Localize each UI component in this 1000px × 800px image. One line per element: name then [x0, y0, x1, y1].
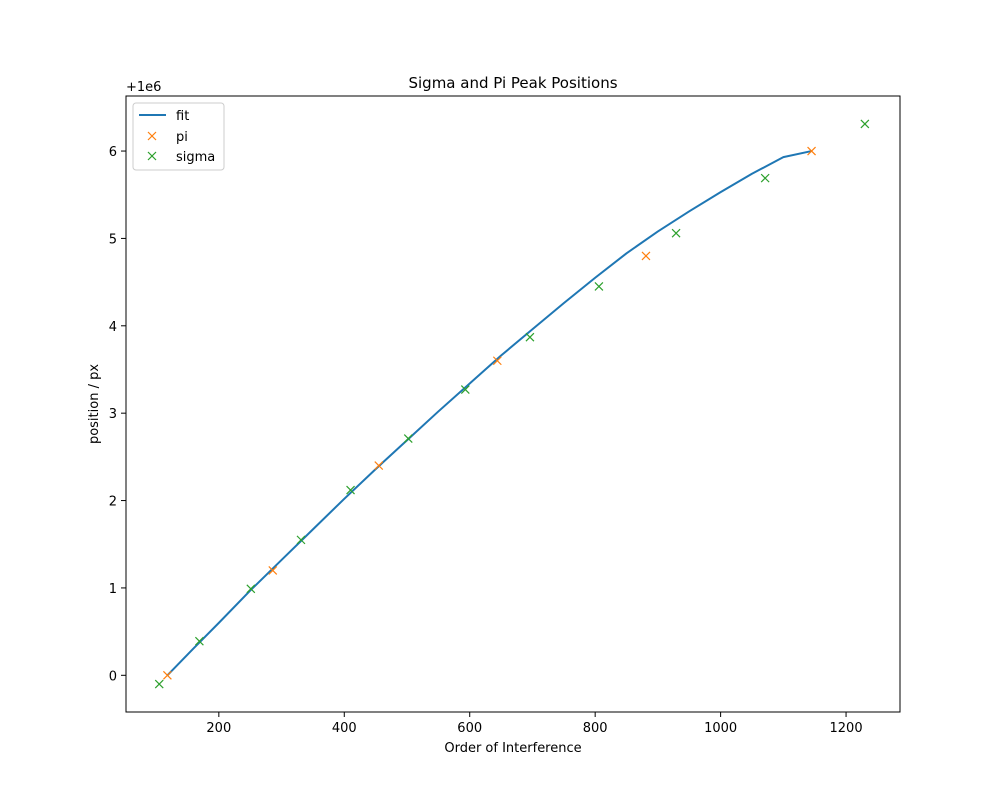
pi-point-stroke-b [374, 461, 384, 471]
x-axis-ticks: 200 400 600 800 1000 1200 [206, 712, 863, 736]
sigma-point-stroke-b [525, 332, 535, 342]
pi-point [268, 566, 278, 575]
sigma-point-stroke-b [460, 385, 470, 395]
sigma-point [246, 584, 256, 594]
axes-background [126, 96, 900, 712]
sigma-point-stroke-b [671, 228, 681, 238]
pi-point [162, 670, 172, 680]
y-tick-label: 5 [109, 232, 117, 247]
pi-point-stroke-b [807, 146, 816, 156]
y-tick-label: 2 [109, 495, 117, 510]
sigma-point-stroke-b [760, 173, 770, 183]
pi-point-stroke-b [641, 251, 651, 261]
legend-pi-marker-stroke-b [147, 131, 157, 141]
y-tick-label: 1 [109, 582, 117, 597]
legend-frame [132, 102, 225, 171]
legend-pi-swatch [147, 131, 157, 141]
pi-point-stroke-b [492, 356, 502, 366]
sigma-point-stroke-b [154, 679, 164, 689]
sigma-point [760, 173, 770, 183]
sigma-point-stroke-b [296, 535, 306, 545]
y-tick-label: 3 [109, 407, 117, 422]
x-tick-label: 1000 [704, 721, 737, 736]
fit-line [166, 150, 812, 676]
x-tick-label: 800 [583, 721, 608, 736]
legend-sigma-swatch [147, 151, 157, 161]
legend-fit-label: fit [176, 109, 189, 124]
sigma-point [460, 385, 470, 395]
legend: fit pi sigma [132, 102, 225, 171]
sigma-point [346, 485, 355, 495]
axes-frame [125, 95, 901, 713]
marker-layer [154, 119, 870, 689]
pi-point-stroke-b [268, 566, 278, 575]
legend-sigma-label: sigma [176, 150, 215, 165]
x-tick-label: 1200 [830, 721, 863, 736]
y-tick-label: 0 [109, 669, 117, 684]
legend-pi-marker [147, 131, 157, 141]
sigma-point-stroke-b [346, 485, 355, 495]
x-axis-label: Order of Interference [444, 741, 581, 756]
y-tick-label: 6 [109, 145, 117, 160]
pi-point [807, 146, 816, 156]
x-tick-label: 200 [206, 721, 231, 736]
sigma-point [525, 332, 535, 342]
sigma-point [194, 636, 204, 646]
sigma-point-stroke-b [194, 636, 204, 646]
y-axis-label: position / px [87, 364, 102, 444]
sigma-point-stroke-b [594, 282, 604, 291]
sigma-point-stroke-b [860, 119, 870, 129]
legend-sigma-marker-stroke-b [147, 151, 157, 161]
y-axis-ticks: 0 1 2 3 4 5 6 [109, 145, 126, 684]
sigma-point [860, 119, 870, 129]
sigma-point-stroke-b [403, 434, 413, 443]
legend-sigma-marker [147, 151, 157, 161]
y-tick-label: 4 [109, 320, 117, 335]
fit-layer [166, 150, 812, 676]
sigma-point [671, 228, 681, 238]
pi-point [641, 251, 651, 261]
sigma-point [296, 535, 306, 545]
pi-point [374, 461, 384, 471]
legend-pi-label: pi [176, 130, 188, 145]
y-axis-offset-text: +1e6 [126, 80, 161, 95]
x-tick-label: 400 [332, 721, 357, 736]
pi-point [492, 356, 502, 366]
sigma-point-stroke-b [246, 584, 256, 594]
sigma-point [594, 282, 604, 291]
chart-title: Sigma and Pi Peak Positions [408, 74, 617, 92]
x-tick-label: 600 [457, 721, 482, 736]
plot-area [125, 95, 901, 713]
sigma-point [403, 434, 413, 443]
sigma-point [154, 679, 164, 689]
pi-point-stroke-b [162, 670, 172, 680]
